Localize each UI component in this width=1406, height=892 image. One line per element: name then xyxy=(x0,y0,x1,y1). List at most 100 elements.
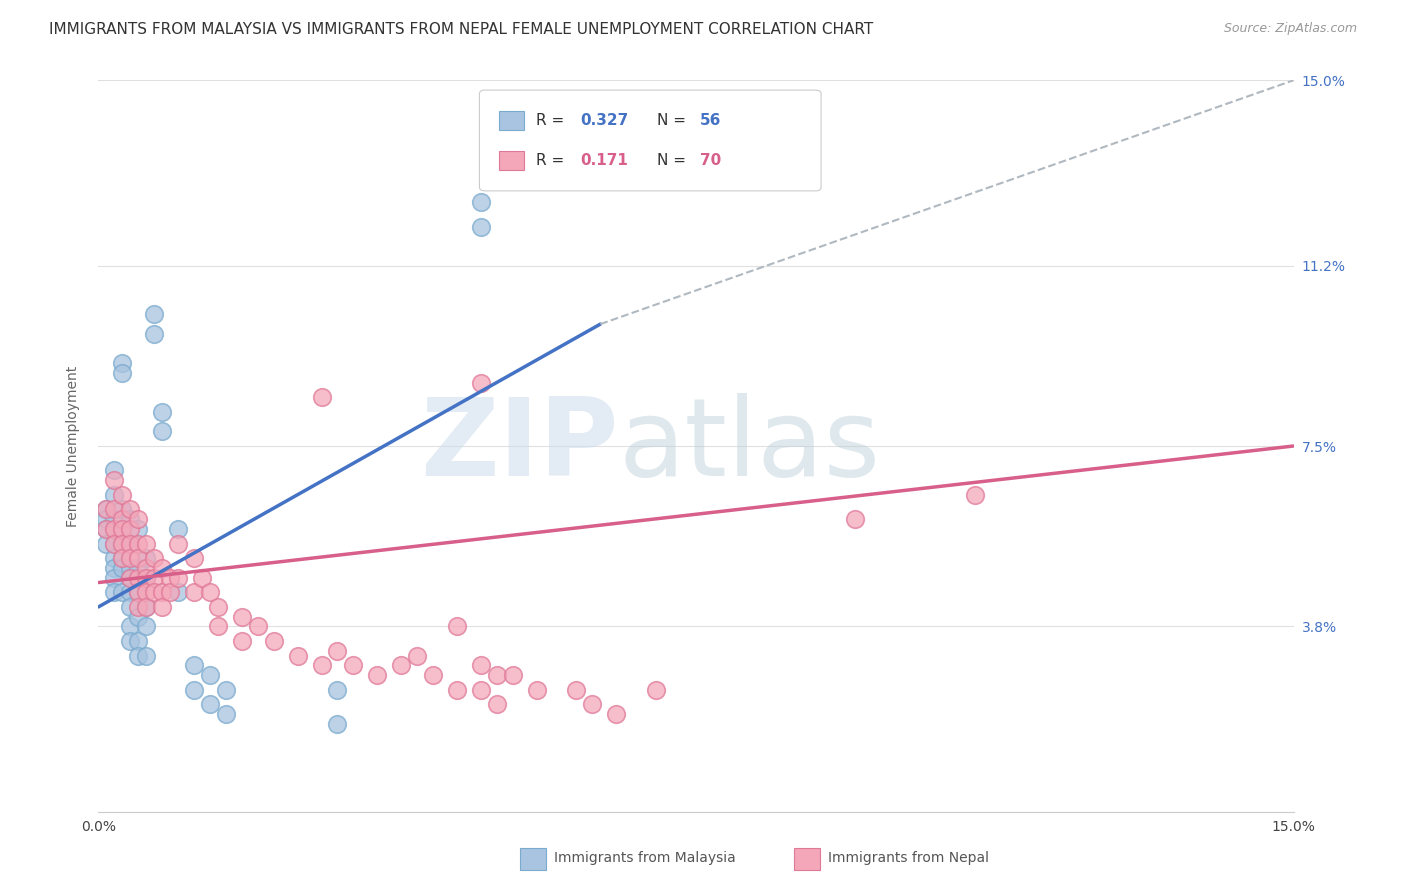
Point xyxy=(111,512,134,526)
Point xyxy=(135,619,157,633)
Point xyxy=(96,502,118,516)
Point xyxy=(198,698,221,712)
Point xyxy=(446,619,468,633)
Point xyxy=(111,536,134,550)
Point xyxy=(231,634,253,648)
Point xyxy=(326,644,349,658)
Point xyxy=(143,585,166,599)
Text: atlas: atlas xyxy=(619,393,880,499)
Point xyxy=(111,551,134,566)
Point xyxy=(103,522,125,536)
Point xyxy=(526,682,548,697)
Point xyxy=(150,425,173,439)
Point xyxy=(96,522,118,536)
Point xyxy=(96,502,118,516)
Point xyxy=(150,599,173,614)
Point xyxy=(111,488,134,502)
Point xyxy=(127,561,149,575)
Point xyxy=(135,536,157,550)
Point xyxy=(120,522,142,536)
Point xyxy=(135,585,157,599)
Point xyxy=(120,536,142,550)
Point xyxy=(111,585,134,599)
Point xyxy=(127,609,149,624)
Point xyxy=(135,571,157,585)
Point xyxy=(231,609,253,624)
Point xyxy=(103,512,125,526)
Point xyxy=(143,307,166,321)
Text: 70: 70 xyxy=(700,153,721,168)
Point xyxy=(103,463,125,477)
Point xyxy=(565,682,588,697)
Point xyxy=(311,390,333,404)
Point xyxy=(96,522,118,536)
Point xyxy=(326,682,349,697)
Point xyxy=(470,195,492,210)
Point xyxy=(111,551,134,566)
Text: ZIP: ZIP xyxy=(420,393,619,499)
Point xyxy=(127,585,149,599)
Point xyxy=(120,571,142,585)
Text: Source: ZipAtlas.com: Source: ZipAtlas.com xyxy=(1223,22,1357,36)
Point xyxy=(406,648,429,663)
Point xyxy=(111,561,134,575)
Point xyxy=(103,561,125,575)
Text: R =: R = xyxy=(536,113,569,128)
Point xyxy=(167,571,190,585)
Point xyxy=(127,522,149,536)
Point xyxy=(120,634,142,648)
Point xyxy=(581,698,603,712)
Point xyxy=(143,551,166,566)
Point xyxy=(167,536,190,550)
Point xyxy=(135,599,157,614)
Point xyxy=(96,536,118,550)
Point xyxy=(183,658,205,673)
Point xyxy=(215,682,238,697)
Point xyxy=(207,599,229,614)
Point xyxy=(191,571,214,585)
Point xyxy=(120,536,142,550)
Point xyxy=(111,502,134,516)
Point xyxy=(96,512,118,526)
Point xyxy=(326,717,349,731)
Point xyxy=(167,522,190,536)
Point xyxy=(120,561,142,575)
Point xyxy=(103,488,125,502)
Point xyxy=(389,658,412,673)
Point xyxy=(605,707,627,722)
Point xyxy=(120,502,142,516)
Point xyxy=(645,682,668,697)
Point xyxy=(120,551,142,566)
Point xyxy=(446,682,468,697)
Point xyxy=(120,512,142,526)
Point xyxy=(287,648,309,663)
Point xyxy=(342,658,364,673)
Point xyxy=(127,551,149,566)
Text: Immigrants from Malaysia: Immigrants from Malaysia xyxy=(554,851,735,865)
Point xyxy=(485,668,508,682)
Point xyxy=(120,599,142,614)
Point xyxy=(111,522,134,536)
Point xyxy=(198,668,221,682)
Point xyxy=(159,571,181,585)
Point xyxy=(311,658,333,673)
Text: N =: N = xyxy=(657,153,690,168)
Point xyxy=(246,619,269,633)
Point xyxy=(263,634,285,648)
Point xyxy=(422,668,444,682)
Point xyxy=(183,551,205,566)
Point xyxy=(120,585,142,599)
Point xyxy=(159,585,181,599)
Point xyxy=(127,571,149,585)
Point xyxy=(502,668,524,682)
Text: IMMIGRANTS FROM MALAYSIA VS IMMIGRANTS FROM NEPAL FEMALE UNEMPLOYMENT CORRELATIO: IMMIGRANTS FROM MALAYSIA VS IMMIGRANTS F… xyxy=(49,22,873,37)
Point xyxy=(111,366,134,380)
Point xyxy=(127,599,149,614)
Point xyxy=(103,536,125,550)
Point xyxy=(207,619,229,633)
Point xyxy=(120,619,142,633)
Point xyxy=(963,488,986,502)
Point xyxy=(127,512,149,526)
Point xyxy=(470,376,492,390)
Point xyxy=(103,551,125,566)
